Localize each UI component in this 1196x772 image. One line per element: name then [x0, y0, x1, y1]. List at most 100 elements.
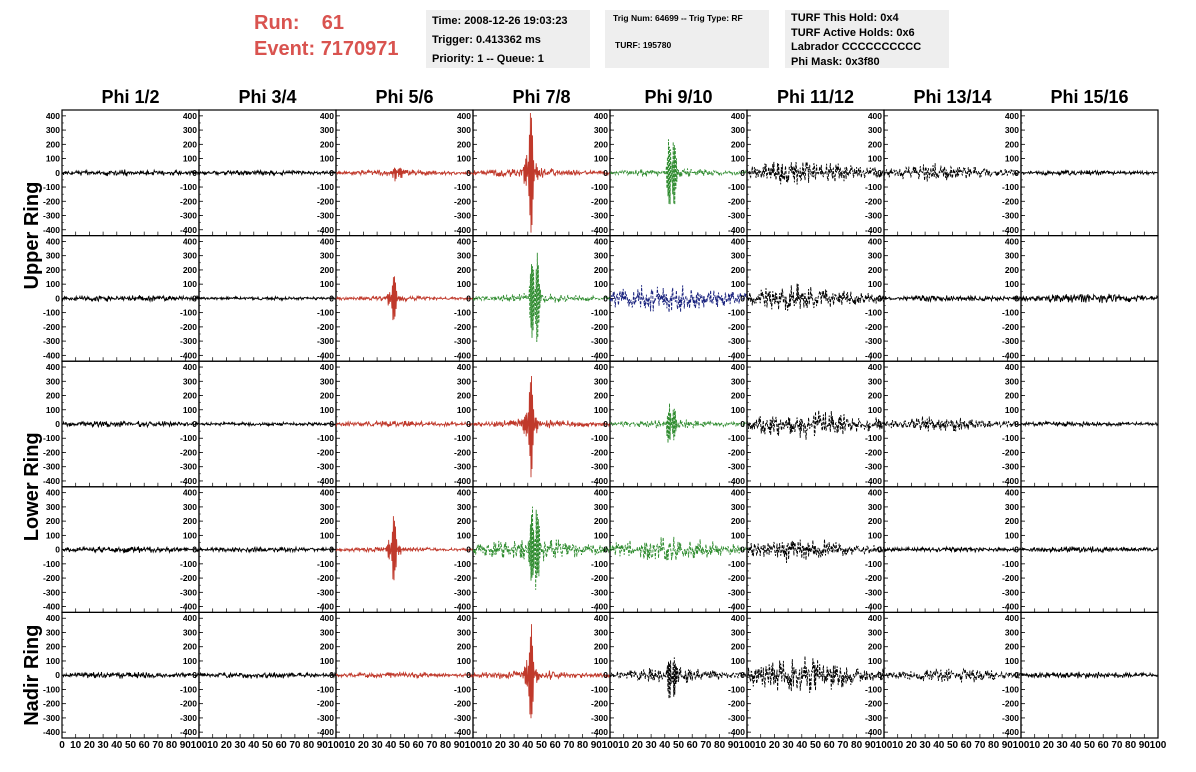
column-header-4: Phi 7/8: [512, 87, 570, 107]
waveform-r2-c6: [746, 283, 885, 311]
y-tick-label: -200: [180, 573, 197, 583]
y-tick-label: -200: [591, 447, 608, 457]
y-tick-label: 400: [457, 111, 471, 121]
x-tick-label: 10: [481, 740, 493, 751]
y-tick-label: -200: [865, 447, 882, 457]
y-tick-label: -200: [180, 322, 197, 332]
y-tick-label: -100: [454, 433, 471, 443]
y-tick-label: -300: [43, 211, 60, 221]
x-tick-label: 30: [372, 740, 384, 751]
y-tick-label: -300: [1002, 462, 1019, 472]
y-tick-label: -200: [43, 447, 60, 457]
y-tick-label: -100: [865, 684, 882, 694]
x-tick-label: 50: [673, 740, 685, 751]
x-tick-label: 90: [591, 740, 603, 751]
y-tick-label: 0: [1014, 168, 1019, 178]
column-header-6: Phi 11/12: [777, 87, 854, 107]
y-tick-label: 200: [46, 265, 60, 275]
y-tick-label: 200: [320, 516, 334, 526]
y-tick-label: -400: [180, 602, 197, 612]
y-tick-label: 100: [183, 279, 197, 289]
waveform-r3-c8: [1020, 419, 1159, 428]
y-tick-label: -300: [454, 462, 471, 472]
y-tick-label: -200: [865, 196, 882, 206]
y-tick-label: -400: [180, 350, 197, 360]
y-tick-label: 300: [731, 376, 745, 386]
y-tick-label: 400: [46, 236, 60, 246]
x-tick-label: 40: [522, 740, 534, 751]
y-tick-label: -200: [43, 196, 60, 206]
turf-active-holds: TURF Active Holds: 0x6: [791, 26, 915, 39]
y-tick-label: 200: [731, 391, 745, 401]
y-tick-label: 300: [320, 627, 334, 637]
y-tick-label: 0: [466, 670, 471, 680]
y-tick-label: 0: [466, 168, 471, 178]
y-tick-label: 300: [46, 502, 60, 512]
y-tick-label: 400: [868, 111, 882, 121]
x-tick-label: 80: [303, 740, 315, 751]
y-tick-label: 0: [877, 545, 882, 555]
x-tick-label: 50: [810, 740, 822, 751]
x-tick-label: 30: [509, 740, 521, 751]
y-tick-label: 400: [868, 362, 882, 372]
x-tick-label: 60: [550, 740, 562, 751]
x-tick-label: 90: [1002, 740, 1014, 751]
y-tick-label: 300: [457, 251, 471, 261]
waveform-r5-c2: [198, 671, 337, 679]
x-tick-label: 40: [796, 740, 808, 751]
y-tick-label: -300: [180, 713, 197, 723]
y-tick-label: 100: [46, 530, 60, 540]
y-tick-label: 100: [1005, 530, 1019, 540]
y-tick-label: 300: [594, 376, 608, 386]
column-header-5: Phi 9/10: [644, 87, 712, 107]
y-tick-label: -200: [454, 699, 471, 709]
y-tick-label: -100: [317, 433, 334, 443]
y-tick-label: -200: [454, 447, 471, 457]
y-tick-label: 400: [868, 488, 882, 498]
y-tick-label: 300: [731, 502, 745, 512]
priority-queue: Priority: 1 -- Queue: 1: [432, 53, 544, 65]
x-tick-label: 70: [426, 740, 438, 751]
y-tick-label: 100: [46, 656, 60, 666]
y-tick-label: -300: [180, 211, 197, 221]
y-tick-label: 300: [594, 251, 608, 261]
y-tick-label: 100: [1005, 154, 1019, 164]
y-tick-label: -400: [454, 350, 471, 360]
y-tick-label: 0: [55, 545, 60, 555]
y-tick-label: -400: [317, 602, 334, 612]
x-tick-label: 90: [317, 740, 329, 751]
y-tick-label: -400: [591, 602, 608, 612]
y-tick-label: 300: [868, 627, 882, 637]
y-tick-label: 100: [457, 656, 471, 666]
y-tick-label: -300: [728, 211, 745, 221]
y-tick-label: 200: [868, 265, 882, 275]
y-tick-label: -100: [865, 182, 882, 192]
y-tick-label: -100: [728, 433, 745, 443]
x-tick-label: 80: [440, 740, 452, 751]
waveform-r1-c7: [883, 163, 1022, 182]
x-tick-label: 20: [769, 740, 781, 751]
y-tick-label: 400: [731, 488, 745, 498]
y-tick-label: -400: [1002, 602, 1019, 612]
y-tick-label: 200: [868, 516, 882, 526]
waveform-r2-c1: [61, 294, 200, 303]
y-tick-label: -400: [454, 476, 471, 486]
y-tick-label: -200: [180, 447, 197, 457]
y-tick-label: 200: [46, 516, 60, 526]
waveform-r4-c6: [746, 539, 885, 564]
y-tick-label: -300: [1002, 336, 1019, 346]
y-tick-label: 100: [320, 154, 334, 164]
waveform-r4-c2: [198, 545, 337, 554]
y-tick-label: 0: [740, 670, 745, 680]
column-header-3: Phi 5/6: [375, 87, 433, 107]
x-tick-label: 80: [714, 740, 726, 751]
x-tick-label: 20: [84, 740, 96, 751]
y-tick-label: -200: [180, 196, 197, 206]
y-tick-label: -300: [454, 713, 471, 723]
waveform-r2-c3: [335, 276, 474, 321]
y-tick-label: -300: [454, 211, 471, 221]
y-tick-label: -100: [1002, 684, 1019, 694]
x-tick-label: 90: [1139, 740, 1151, 751]
y-tick-label: 300: [457, 502, 471, 512]
y-tick-label: -400: [454, 225, 471, 235]
